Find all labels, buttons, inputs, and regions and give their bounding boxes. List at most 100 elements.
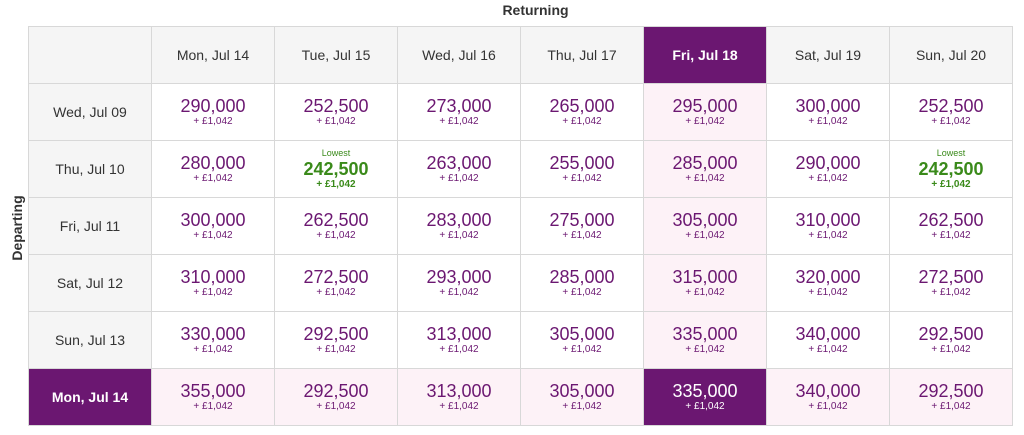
fare-cell[interactable]: 335,000 + £1,042 [643,368,767,426]
fare-cell[interactable]: 310,000 + £1,042 [766,197,890,255]
fare-cell[interactable]: 305,000 + £1,042 [520,311,644,369]
fare-points: 272,500 [918,267,984,287]
fare-points: 273,000 [426,96,492,116]
fare-cell[interactable]: Lowest 242,500 + £1,042 [889,140,1013,198]
fare-points: 305,000 [672,210,738,230]
fare-fee: + £1,042 [562,287,602,298]
fare-cell[interactable]: 275,000 + £1,042 [520,197,644,255]
fare-fee: + £1,042 [316,178,356,190]
fare-points: 300,000 [795,96,861,116]
fare-points: 292,500 [918,381,984,401]
fare-cell[interactable]: 305,000 + £1,042 [643,197,767,255]
fare-cell[interactable]: 293,000 + £1,042 [397,254,521,312]
fare-cell[interactable]: 285,000 + £1,042 [520,254,644,312]
fare-fee: + £1,042 [808,344,848,355]
return-date-header[interactable]: Tue, Jul 15 [274,26,398,84]
fare-cell[interactable]: 292,500 + £1,042 [889,311,1013,369]
fare-fee: + £1,042 [562,116,602,127]
lowest-badge: Lowest [321,147,351,158]
fare-cell[interactable]: 330,000 + £1,042 [151,311,275,369]
fare-cell[interactable]: 292,500 + £1,042 [889,368,1013,426]
fare-cell[interactable]: 252,500 + £1,042 [274,83,398,141]
departure-date-header[interactable]: Fri, Jul 11 [28,197,152,255]
fare-points: 340,000 [795,324,861,344]
fare-fee: + £1,042 [193,173,233,184]
departure-row: Fri, Jul 11 300,000 + £1,042 262,500 + £1,04… [28,197,1013,255]
fare-fee: + £1,042 [808,287,848,298]
fare-points: 285,000 [549,267,615,287]
fare-cell[interactable]: 310,000 + £1,042 [151,254,275,312]
return-date-header[interactable]: Wed, Jul 16 [397,26,521,84]
fare-points: 263,000 [426,153,492,173]
fare-fee: + £1,042 [193,401,233,412]
fare-cell[interactable]: 340,000 + £1,042 [766,368,890,426]
departure-date-header[interactable]: Sun, Jul 13 [28,311,152,369]
fare-fee: + £1,042 [808,173,848,184]
fare-cell[interactable]: 263,000 + £1,042 [397,140,521,198]
return-date-header[interactable]: Sun, Jul 20 [889,26,1013,84]
fare-fee: + £1,042 [685,230,725,241]
fare-cell[interactable]: 292,500 + £1,042 [274,311,398,369]
fare-cell[interactable]: 290,000 + £1,042 [766,140,890,198]
return-date-header[interactable]: Fri, Jul 18 [643,26,767,84]
departure-row: Wed, Jul 09 290,000 + £1,042 252,500 + £1,04… [28,83,1013,141]
departure-date-header[interactable]: Thu, Jul 10 [28,140,152,198]
fare-cell[interactable]: 295,000 + £1,042 [643,83,767,141]
fare-fee: + £1,042 [193,344,233,355]
fare-points: 310,000 [795,210,861,230]
fare-points: 335,000 [672,324,738,344]
fare-cell[interactable]: 300,000 + £1,042 [151,197,275,255]
fare-points: 242,500 [303,158,369,179]
departing-axis-label: Departing [9,195,25,261]
fare-points: 265,000 [549,96,615,116]
departure-date-header[interactable]: Wed, Jul 09 [28,83,152,141]
fare-cell[interactable]: 252,500 + £1,042 [889,83,1013,141]
fare-cell[interactable]: 272,500 + £1,042 [889,254,1013,312]
fare-cell[interactable]: 283,000 + £1,042 [397,197,521,255]
fare-cell[interactable]: 313,000 + £1,042 [397,311,521,369]
fare-cell[interactable]: 300,000 + £1,042 [766,83,890,141]
lowest-badge: Lowest [936,147,966,158]
fare-cell[interactable]: 262,500 + £1,042 [274,197,398,255]
fare-cell[interactable]: 272,500 + £1,042 [274,254,398,312]
fare-points: 300,000 [180,210,246,230]
fare-fee: + £1,042 [931,287,971,298]
return-date-header[interactable]: Mon, Jul 14 [151,26,275,84]
fare-points: 252,500 [918,96,984,116]
fare-cell[interactable]: 262,500 + £1,042 [889,197,1013,255]
fare-points: 242,500 [918,158,984,179]
fare-fee: + £1,042 [439,344,479,355]
fare-cell[interactable]: 335,000 + £1,042 [643,311,767,369]
fare-cell[interactable]: 313,000 + £1,042 [397,368,521,426]
departure-row: Sun, Jul 13 330,000 + £1,042 292,500 + £1,04… [28,311,1013,369]
fare-fee: + £1,042 [685,116,725,127]
fare-cell[interactable]: 290,000 + £1,042 [151,83,275,141]
fare-cell[interactable]: Lowest 242,500 + £1,042 [274,140,398,198]
fare-points: 292,500 [303,381,369,401]
fare-fee: + £1,042 [193,287,233,298]
fare-cell[interactable]: 305,000 + £1,042 [520,368,644,426]
fare-cell[interactable]: 292,500 + £1,042 [274,368,398,426]
fare-cell[interactable]: 355,000 + £1,042 [151,368,275,426]
fare-fee: + £1,042 [808,401,848,412]
return-date-header[interactable]: Sat, Jul 19 [766,26,890,84]
fare-cell[interactable]: 315,000 + £1,042 [643,254,767,312]
fare-cell[interactable]: 255,000 + £1,042 [520,140,644,198]
fare-points: 275,000 [549,210,615,230]
departure-date-header[interactable]: Mon, Jul 14 [28,368,152,426]
fare-cell[interactable]: 340,000 + £1,042 [766,311,890,369]
fare-points: 292,500 [303,324,369,344]
departure-row: Mon, Jul 14 355,000 + £1,042 292,500 + £1,04… [28,368,1013,426]
fare-fee: + £1,042 [316,230,356,241]
fare-cell[interactable]: 285,000 + £1,042 [643,140,767,198]
fare-cell[interactable]: 280,000 + £1,042 [151,140,275,198]
return-date-header[interactable]: Thu, Jul 17 [520,26,644,84]
fare-fee: + £1,042 [316,116,356,127]
fare-fee: + £1,042 [931,178,971,190]
fare-fee: + £1,042 [439,116,479,127]
fare-points: 305,000 [549,381,615,401]
fare-cell[interactable]: 320,000 + £1,042 [766,254,890,312]
fare-cell[interactable]: 265,000 + £1,042 [520,83,644,141]
departure-date-header[interactable]: Sat, Jul 12 [28,254,152,312]
fare-cell[interactable]: 273,000 + £1,042 [397,83,521,141]
